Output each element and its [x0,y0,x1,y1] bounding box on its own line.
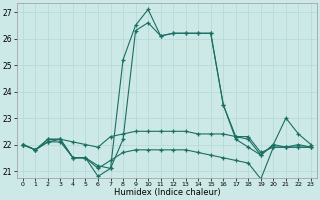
X-axis label: Humidex (Indice chaleur): Humidex (Indice chaleur) [114,188,220,197]
